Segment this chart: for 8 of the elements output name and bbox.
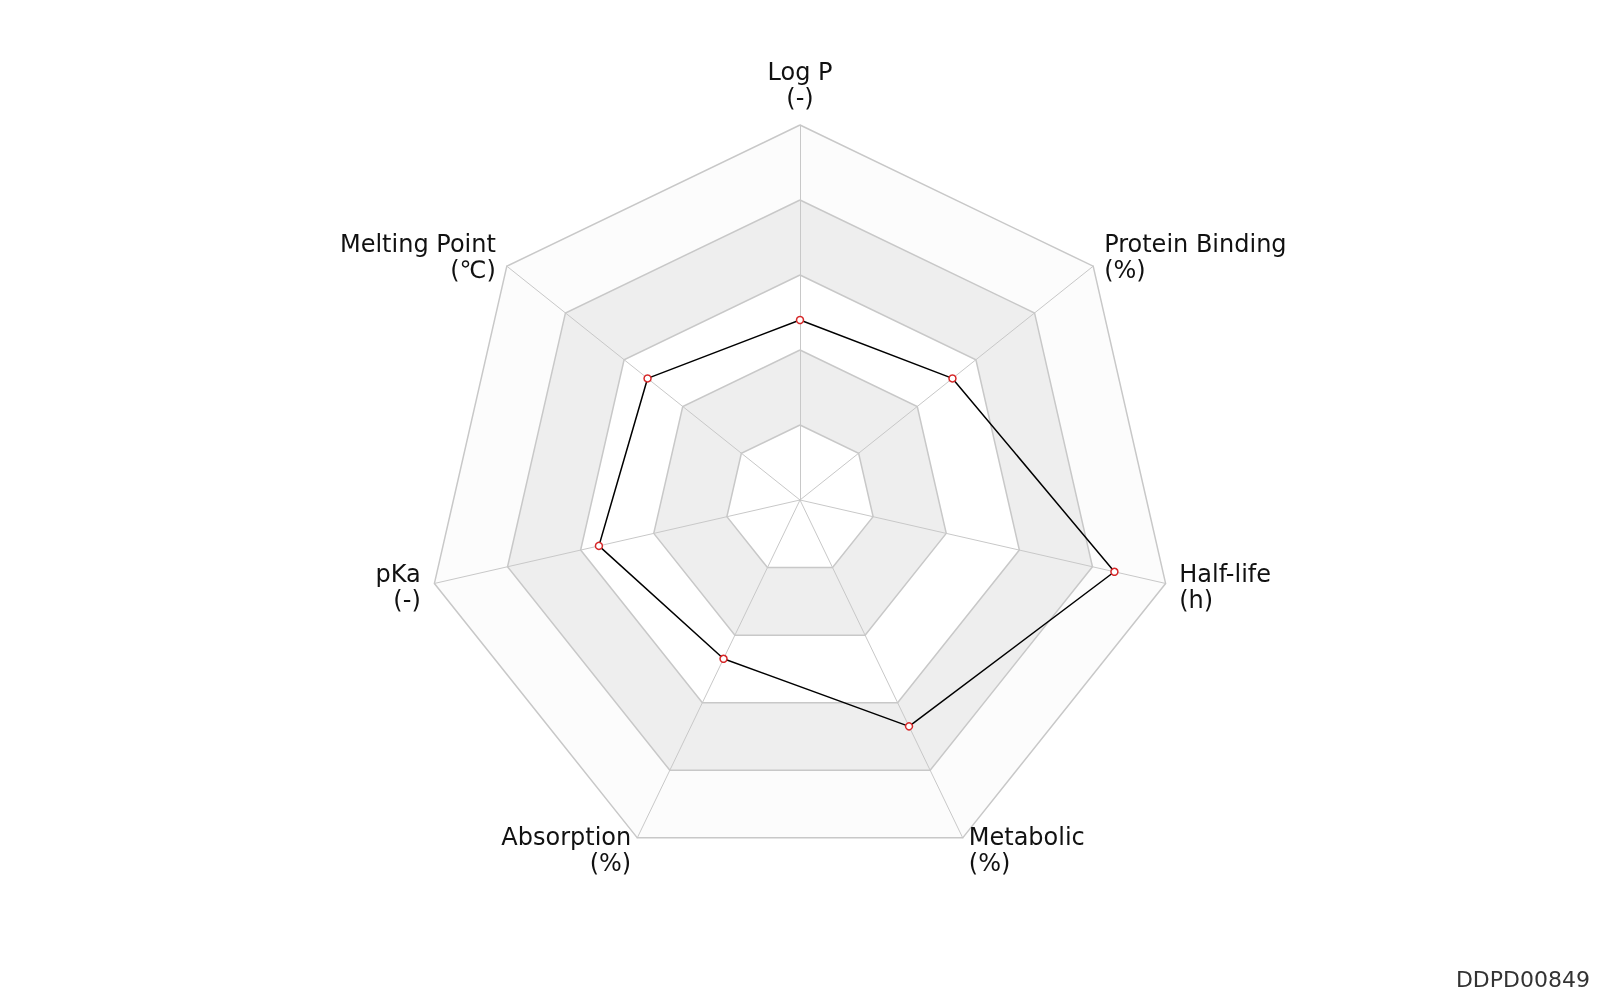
spoke-label: Log P (-): [767, 58, 833, 112]
spoke-label: Absorption (%): [501, 823, 632, 878]
text: DDPD00849: [1455, 966, 1590, 992]
spoke-label: pKa (-): [375, 559, 421, 614]
spoke-label: Metabolic (%): [968, 823, 1085, 878]
spoke-label: Half-life (h): [1179, 559, 1272, 614]
spoke-label: Protein Binding (%): [1104, 230, 1287, 285]
spoke-label: Melting Point (℃): [339, 230, 496, 285]
